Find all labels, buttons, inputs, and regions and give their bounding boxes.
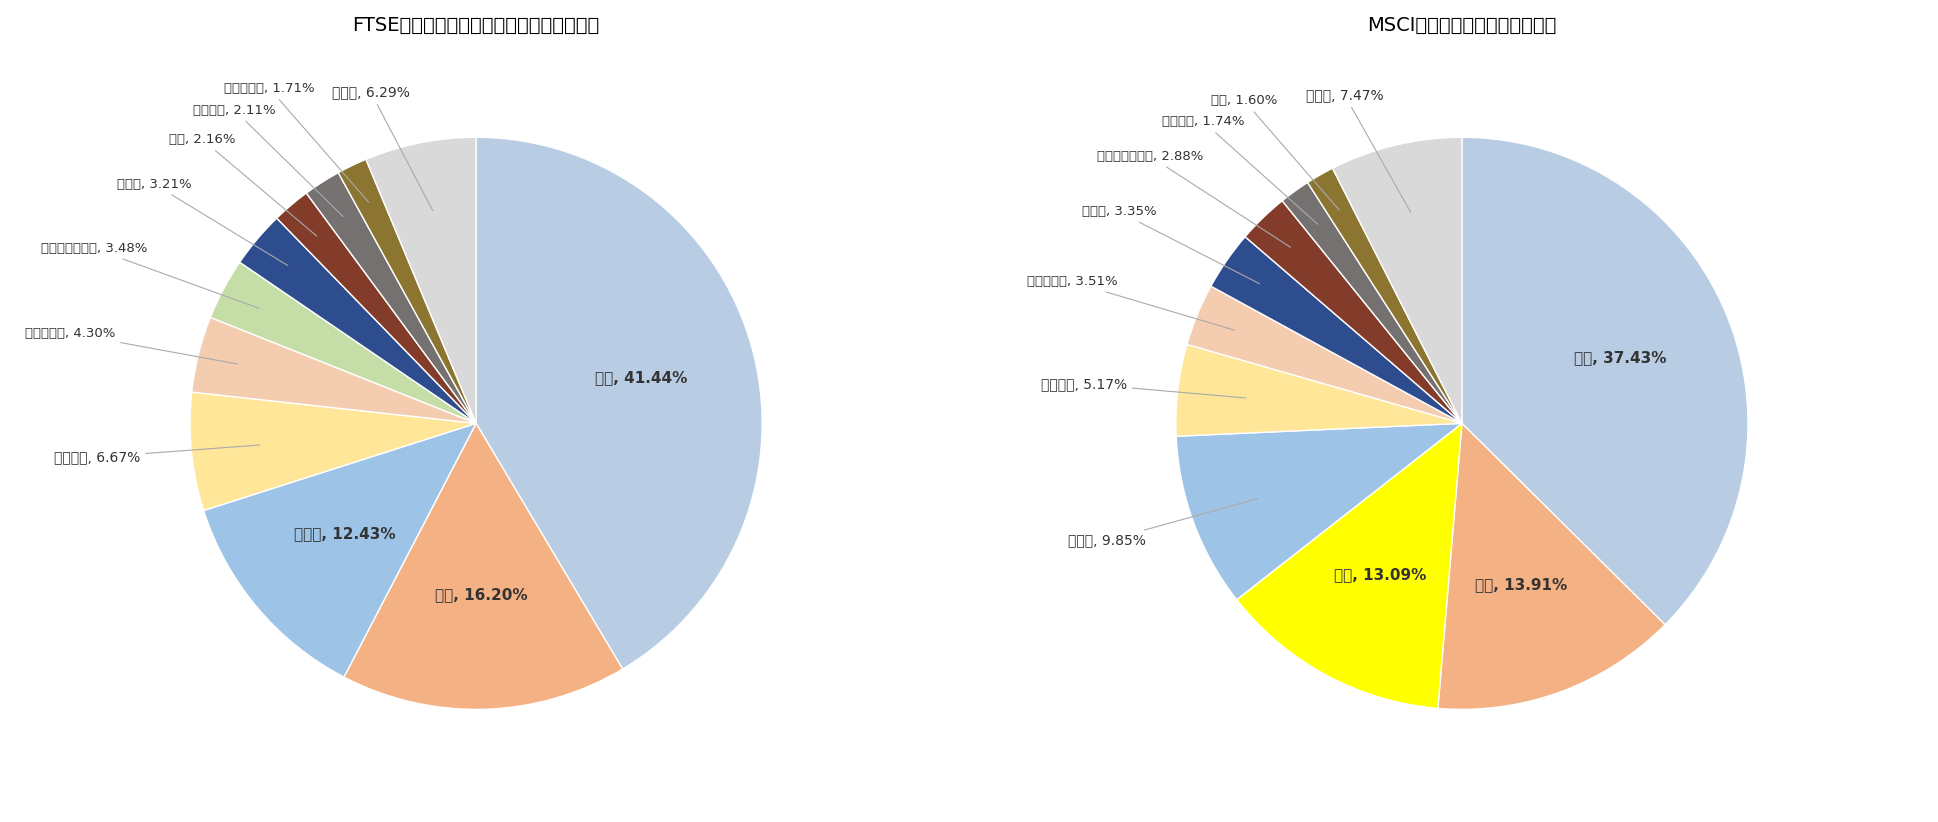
Text: その他, 7.47%: その他, 7.47% (1306, 88, 1411, 212)
Text: 韓国, 13.09%: 韓国, 13.09% (1333, 567, 1426, 582)
Wedge shape (306, 173, 477, 423)
Wedge shape (192, 317, 477, 423)
Wedge shape (203, 423, 477, 677)
Wedge shape (1176, 344, 1461, 436)
Wedge shape (277, 193, 477, 423)
Text: インド, 9.85%: インド, 9.85% (1068, 499, 1258, 547)
Wedge shape (1176, 423, 1461, 599)
Text: 中国, 41.44%: 中国, 41.44% (595, 370, 688, 386)
Wedge shape (1211, 237, 1461, 423)
Text: インド, 12.43%: インド, 12.43% (295, 526, 395, 542)
Text: ブラジル, 6.67%: ブラジル, 6.67% (54, 445, 260, 464)
Text: サウジアラビア, 3.48%: サウジアラビア, 3.48% (41, 242, 260, 308)
Text: 台湾, 13.91%: 台湾, 13.91% (1475, 577, 1568, 592)
Text: メキシコ, 2.11%: メキシコ, 2.11% (194, 104, 343, 216)
Wedge shape (1308, 169, 1461, 423)
Wedge shape (1333, 137, 1461, 423)
Wedge shape (190, 392, 477, 510)
Title: MSCIエマージングインデックス: MSCIエマージングインデックス (1366, 16, 1556, 35)
Text: その他, 6.29%: その他, 6.29% (331, 85, 432, 210)
Wedge shape (1283, 182, 1461, 423)
Wedge shape (339, 159, 477, 423)
Text: 台湾, 16.20%: 台湾, 16.20% (434, 588, 527, 603)
Wedge shape (1438, 423, 1665, 709)
Wedge shape (343, 423, 622, 709)
Text: サウジアラビア, 2.88%: サウジアラビア, 2.88% (1097, 150, 1291, 247)
Text: 中国, 37.43%: 中国, 37.43% (1574, 350, 1667, 365)
Wedge shape (1461, 137, 1748, 625)
Text: 南アフリカ, 4.30%: 南アフリカ, 4.30% (25, 327, 238, 364)
Wedge shape (477, 137, 762, 669)
Wedge shape (211, 262, 477, 423)
Wedge shape (366, 137, 477, 423)
Wedge shape (1186, 286, 1461, 423)
Wedge shape (1244, 201, 1461, 423)
Text: ブラジル, 5.17%: ブラジル, 5.17% (1041, 376, 1246, 398)
Text: ロシア, 3.35%: ロシア, 3.35% (1081, 206, 1260, 284)
Text: マレーシア, 1.71%: マレーシア, 1.71% (225, 82, 368, 202)
Wedge shape (240, 218, 477, 423)
Text: ロシア, 3.21%: ロシア, 3.21% (116, 178, 287, 266)
Title: FTSEエマージングマーケットインデックス: FTSEエマージングマーケットインデックス (353, 16, 599, 35)
Text: 南アフリカ, 3.51%: 南アフリカ, 3.51% (1027, 275, 1235, 330)
Wedge shape (1236, 423, 1461, 709)
Text: メキシコ, 1.74%: メキシコ, 1.74% (1163, 115, 1318, 224)
Text: タイ, 2.16%: タイ, 2.16% (169, 133, 316, 236)
Text: タイ, 1.60%: タイ, 1.60% (1211, 94, 1339, 210)
